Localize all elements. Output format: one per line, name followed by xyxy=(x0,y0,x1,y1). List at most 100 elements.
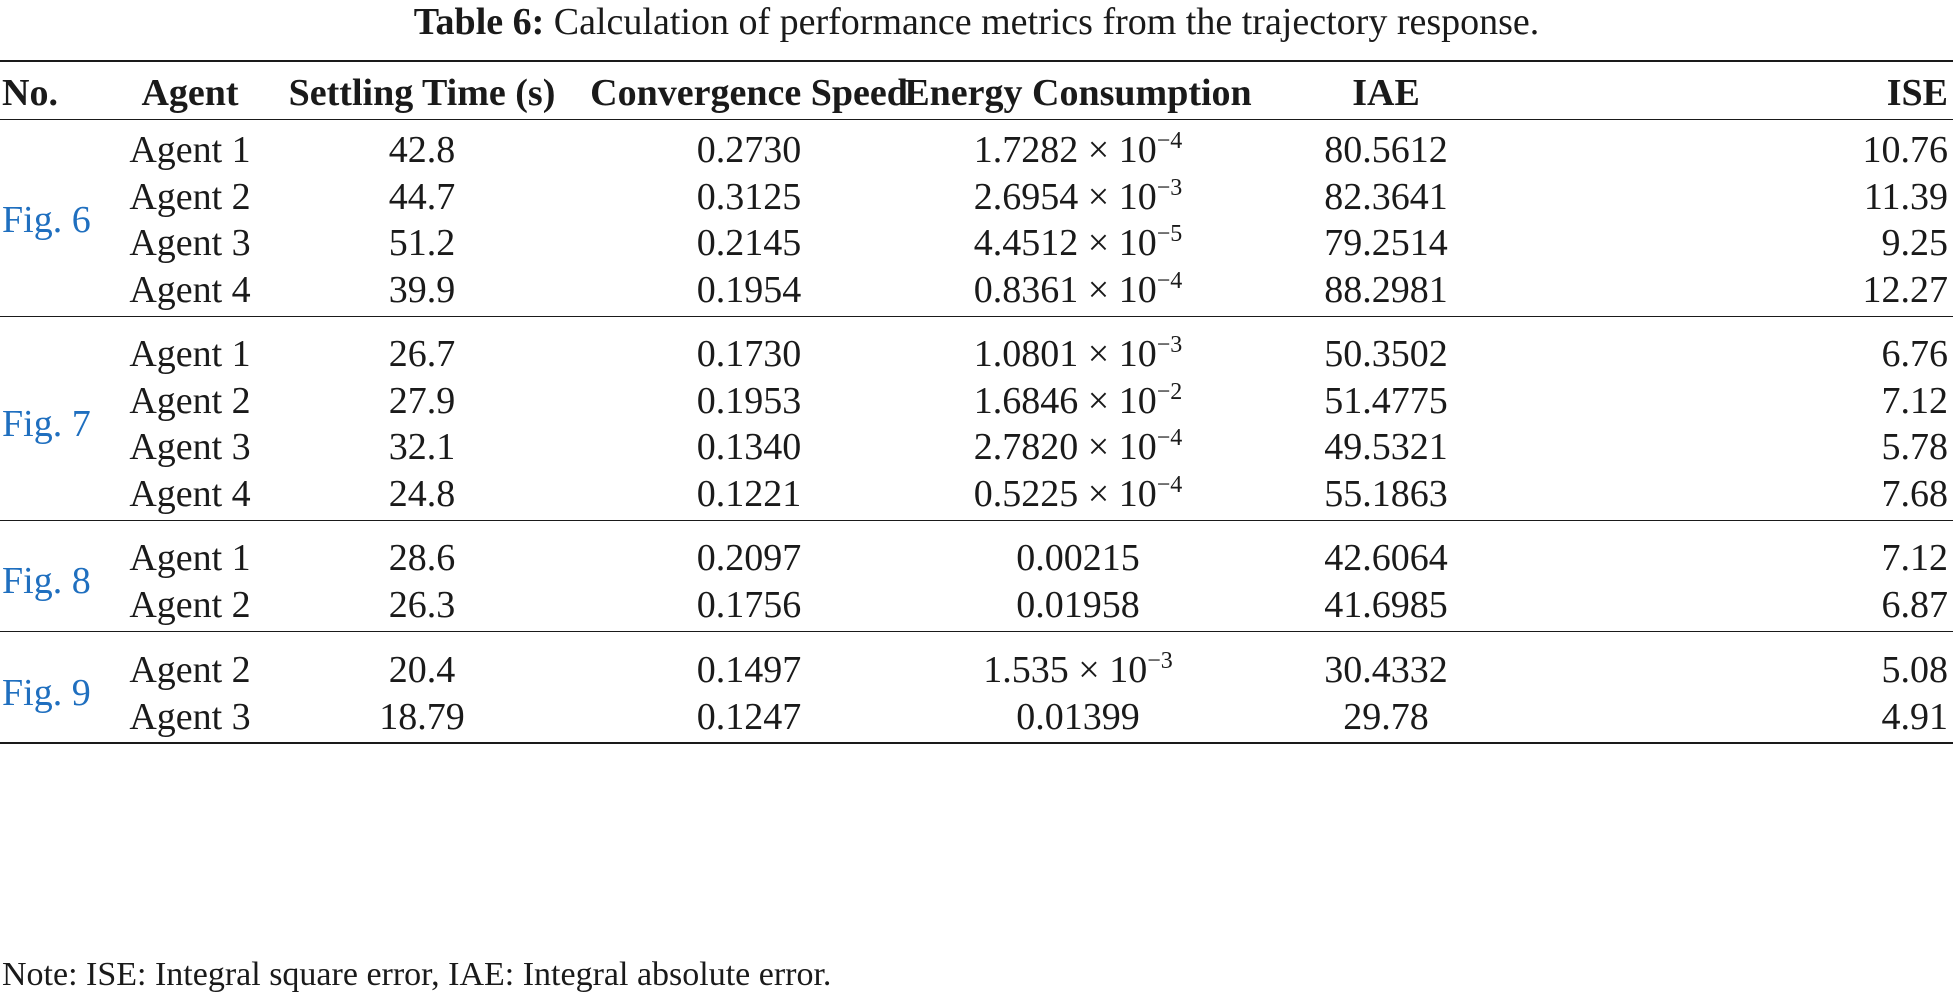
energy-exponent: −3 xyxy=(1156,332,1183,358)
iae-cell: 30.4332 xyxy=(1324,649,1448,691)
settling-time-cell: 39.9 xyxy=(388,268,456,311)
energy-mantissa: 2.6954 xyxy=(973,175,1079,218)
settling-time-cell: 26.7 xyxy=(388,333,456,375)
iae-cell: 88.2981 xyxy=(1324,268,1448,311)
agent-cell: Agent 4 xyxy=(129,268,251,311)
agent-cell: Agent 1 xyxy=(129,537,251,579)
iae-cell: 41.6985 xyxy=(1324,583,1448,626)
agent-cell: Agent 3 xyxy=(129,222,251,264)
ise-cell: 12.27 xyxy=(1862,268,1949,311)
energy-mantissa: 2.7820 xyxy=(973,426,1079,468)
energy-mantissa: 0.8361 xyxy=(973,268,1079,311)
energy-cell: 1.535 × 10−3 xyxy=(983,648,1173,691)
times-ten-symbol: × 10 xyxy=(1078,333,1157,375)
ise-cell: 6.87 xyxy=(1881,583,1949,626)
table-section-rule xyxy=(0,316,1953,317)
convergence-speed-cell: 0.2097 xyxy=(696,537,802,579)
convergence-speed-cell: 0.1497 xyxy=(696,649,802,691)
times-ten-symbol: × 10 xyxy=(1078,129,1157,171)
iae-cell: 51.4775 xyxy=(1324,379,1448,422)
column-header: Energy Consumption xyxy=(904,72,1252,114)
times-ten-symbol: × 10 xyxy=(1078,175,1157,218)
energy-cell: 0.5225 × 10−4 xyxy=(973,471,1183,515)
energy-cell: 2.6954 × 10−3 xyxy=(973,174,1183,218)
iae-cell: 50.3502 xyxy=(1324,333,1448,375)
energy-cell: 1.0801 × 10−3 xyxy=(974,332,1183,375)
table-top-rule xyxy=(0,60,1953,62)
energy-exponent: −2 xyxy=(1156,378,1183,405)
energy-mantissa: 4.4512 xyxy=(973,222,1079,264)
convergence-speed-cell: 0.2145 xyxy=(696,222,802,264)
figure-link[interactable]: Fig. 7 xyxy=(2,402,91,445)
figure-link[interactable]: Fig. 9 xyxy=(2,672,91,715)
column-header: IAE xyxy=(1352,72,1420,114)
iae-cell: 29.78 xyxy=(1343,695,1429,738)
energy-cell: 2.7820 × 10−4 xyxy=(973,425,1183,468)
agent-cell: Agent 1 xyxy=(129,129,251,171)
convergence-speed-cell: 0.1730 xyxy=(696,333,802,375)
convergence-speed-cell: 0.3125 xyxy=(696,175,802,218)
figure-link[interactable]: Fig. 8 xyxy=(2,560,91,603)
table-bottom-rule xyxy=(0,742,1953,744)
table-section-rule xyxy=(0,119,1953,120)
ise-cell: 10.76 xyxy=(1862,129,1949,171)
agent-cell: Agent 2 xyxy=(129,175,251,218)
settling-time-cell: 24.8 xyxy=(388,472,456,515)
energy-exponent: −3 xyxy=(1156,174,1183,201)
ise-cell: 9.25 xyxy=(1881,222,1949,264)
energy-mantissa: 0.5225 xyxy=(973,472,1079,515)
energy-mantissa: 1.6846 xyxy=(973,379,1079,422)
energy-cell: 0.01399 xyxy=(1016,695,1140,738)
table-note: Note: ISE: Integral square error, IAE: I… xyxy=(2,956,832,993)
settling-time-cell: 42.8 xyxy=(388,129,456,171)
settling-time-cell: 28.6 xyxy=(388,537,456,579)
ise-cell: 6.76 xyxy=(1881,333,1949,375)
agent-cell: Agent 3 xyxy=(129,695,251,738)
ise-cell: 11.39 xyxy=(1863,175,1948,218)
agent-cell: Agent 2 xyxy=(129,649,251,691)
ise-cell: 4.91 xyxy=(1881,695,1949,738)
times-ten-symbol: × 10 xyxy=(1068,649,1148,691)
column-header: No. xyxy=(2,72,58,114)
energy-cell: 1.6846 × 10−2 xyxy=(973,378,1183,422)
agent-cell: Agent 1 xyxy=(129,333,251,375)
iae-cell: 82.3641 xyxy=(1324,175,1448,218)
energy-exponent: −4 xyxy=(1156,471,1183,498)
energy-cell: 0.01958 xyxy=(1016,583,1140,626)
table-caption-label: Table 6: xyxy=(413,1,545,43)
energy-exponent: −5 xyxy=(1156,221,1183,247)
energy-cell: 1.7282 × 10−4 xyxy=(974,128,1183,171)
energy-exponent: −4 xyxy=(1156,425,1183,451)
convergence-speed-cell: 0.1953 xyxy=(696,379,802,422)
agent-cell: Agent 2 xyxy=(129,583,251,626)
column-header: Settling Time (s) xyxy=(288,72,556,114)
times-ten-symbol: × 10 xyxy=(1078,426,1157,468)
convergence-speed-cell: 0.1756 xyxy=(696,583,802,626)
iae-cell: 42.6064 xyxy=(1324,537,1448,579)
table-caption-text: Calculation of performance metrics from … xyxy=(544,1,1540,43)
ise-cell: 7.68 xyxy=(1881,472,1949,515)
settling-time-cell: 27.9 xyxy=(388,379,456,422)
energy-mantissa: 1.535 xyxy=(983,649,1069,691)
settling-time-cell: 26.3 xyxy=(388,583,456,626)
column-header: Convergence Speed xyxy=(590,72,908,114)
convergence-speed-cell: 0.1221 xyxy=(696,472,802,515)
ise-cell: 5.78 xyxy=(1881,426,1949,468)
energy-cell: 0.8361 × 10−4 xyxy=(973,268,1182,311)
energy-exponent: −4 xyxy=(1156,128,1183,154)
times-ten-symbol: × 10 xyxy=(1078,222,1157,264)
energy-exponent: −3 xyxy=(1147,648,1173,674)
figure-link[interactable]: Fig. 6 xyxy=(2,198,91,241)
ise-cell: 5.08 xyxy=(1881,649,1949,691)
energy-cell: 0.00215 xyxy=(1016,537,1140,579)
iae-cell: 49.5321 xyxy=(1324,426,1448,468)
agent-cell: Agent 2 xyxy=(129,379,251,422)
times-ten-symbol: × 10 xyxy=(1078,472,1157,515)
times-ten-symbol: × 10 xyxy=(1078,268,1157,311)
column-header: ISE xyxy=(1886,72,1948,114)
table-caption: Table 6: Calculation of performance metr… xyxy=(0,2,1953,42)
iae-cell: 80.5612 xyxy=(1324,129,1448,171)
table-section-rule xyxy=(0,520,1953,521)
settling-time-cell: 51.2 xyxy=(388,222,456,264)
energy-cell: 4.4512 × 10−5 xyxy=(973,221,1183,264)
